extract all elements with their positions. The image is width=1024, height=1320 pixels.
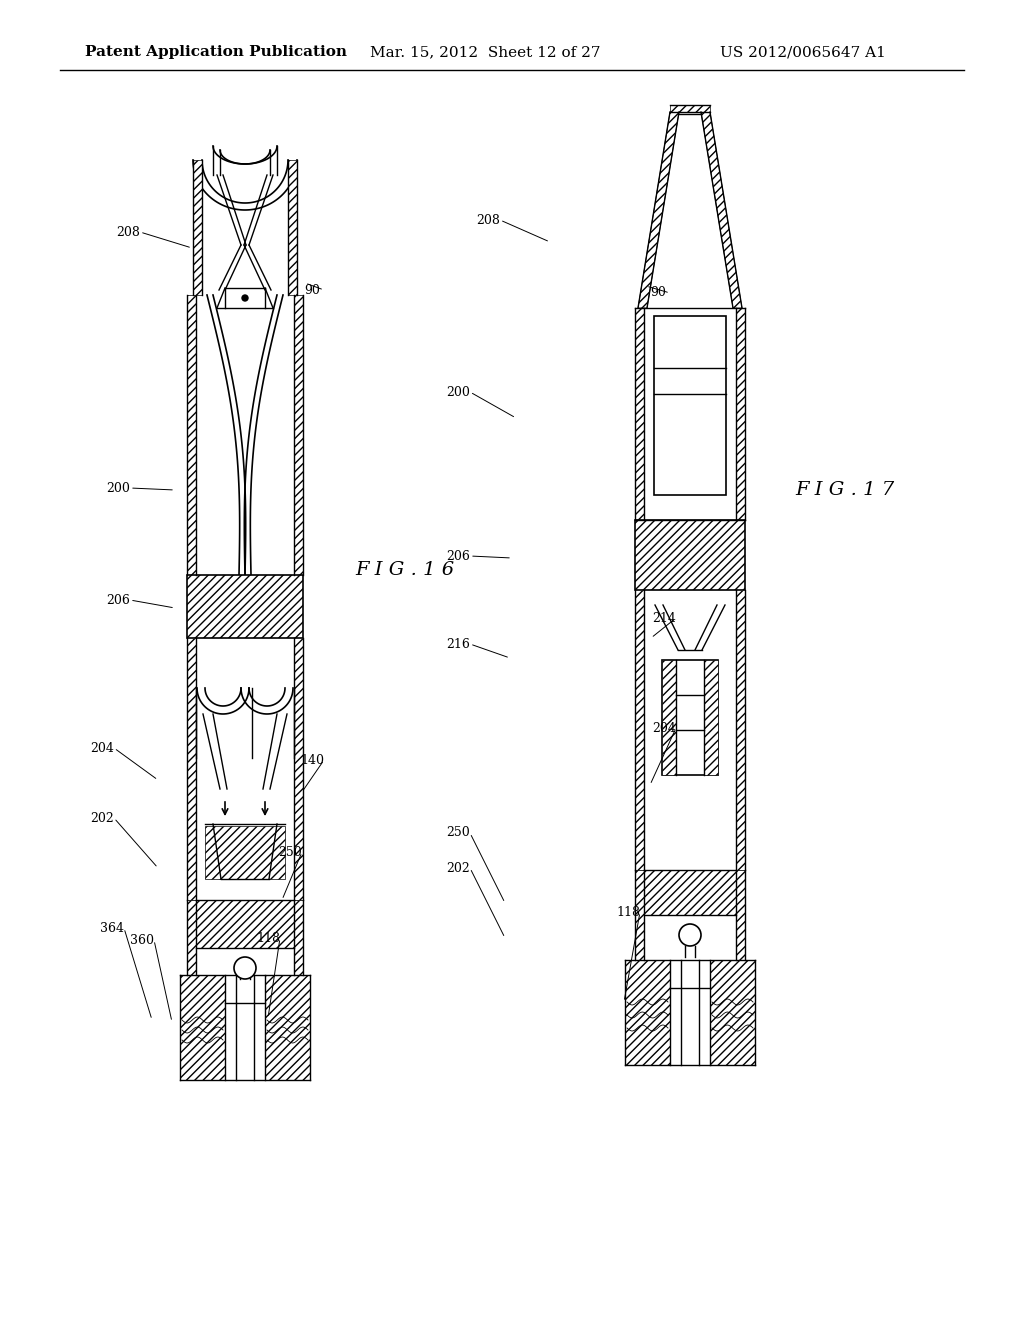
Text: 200: 200 <box>106 482 130 495</box>
Bar <box>736 590 745 870</box>
Polygon shape <box>638 112 679 308</box>
Circle shape <box>679 924 701 946</box>
Bar <box>288 160 297 294</box>
Bar <box>193 160 202 294</box>
Text: 208: 208 <box>116 226 140 239</box>
Text: 200: 200 <box>446 385 470 399</box>
Bar <box>644 870 736 915</box>
Text: 204: 204 <box>90 742 114 755</box>
Text: F I G . 1 6: F I G . 1 6 <box>355 561 454 579</box>
Text: 90: 90 <box>650 286 666 300</box>
Bar <box>736 870 745 960</box>
Bar <box>180 975 225 1080</box>
Circle shape <box>234 957 256 979</box>
Text: 250: 250 <box>279 846 302 858</box>
Text: Mar. 15, 2012  Sheet 12 of 27: Mar. 15, 2012 Sheet 12 of 27 <box>370 45 600 59</box>
Bar <box>670 106 710 112</box>
Bar <box>187 638 196 900</box>
Bar <box>187 576 303 638</box>
Bar <box>294 900 303 975</box>
Bar <box>662 660 718 775</box>
Bar <box>187 294 196 576</box>
Circle shape <box>242 294 248 301</box>
Bar <box>265 975 310 1080</box>
Text: 204: 204 <box>652 722 676 734</box>
Polygon shape <box>701 112 742 308</box>
Text: 216: 216 <box>446 638 470 651</box>
Text: F I G . 1 7: F I G . 1 7 <box>795 480 894 499</box>
Bar <box>196 900 294 948</box>
Bar <box>205 826 285 879</box>
Text: 208: 208 <box>476 214 500 227</box>
Text: 206: 206 <box>106 594 130 606</box>
Text: 250: 250 <box>446 826 470 840</box>
Bar <box>625 960 670 1065</box>
Bar <box>635 520 745 590</box>
Text: 90: 90 <box>304 284 319 297</box>
Bar <box>294 294 303 576</box>
Bar <box>654 315 726 495</box>
Text: 140: 140 <box>300 754 324 767</box>
Bar <box>662 660 676 775</box>
Text: 202: 202 <box>446 862 470 874</box>
Bar <box>635 870 644 960</box>
Text: 364: 364 <box>100 921 124 935</box>
Bar <box>736 308 745 520</box>
Text: 118: 118 <box>616 906 640 919</box>
Bar <box>635 308 644 520</box>
Text: 206: 206 <box>446 549 470 562</box>
Text: Patent Application Publication: Patent Application Publication <box>85 45 347 59</box>
Text: 214: 214 <box>652 611 676 624</box>
Bar <box>294 638 303 900</box>
Bar <box>710 960 755 1065</box>
Text: 202: 202 <box>90 812 114 825</box>
Bar <box>705 660 718 775</box>
Text: US 2012/0065647 A1: US 2012/0065647 A1 <box>720 45 886 59</box>
Bar <box>187 900 196 975</box>
Bar <box>635 590 644 870</box>
Text: 360: 360 <box>130 933 154 946</box>
Text: 118: 118 <box>256 932 280 945</box>
